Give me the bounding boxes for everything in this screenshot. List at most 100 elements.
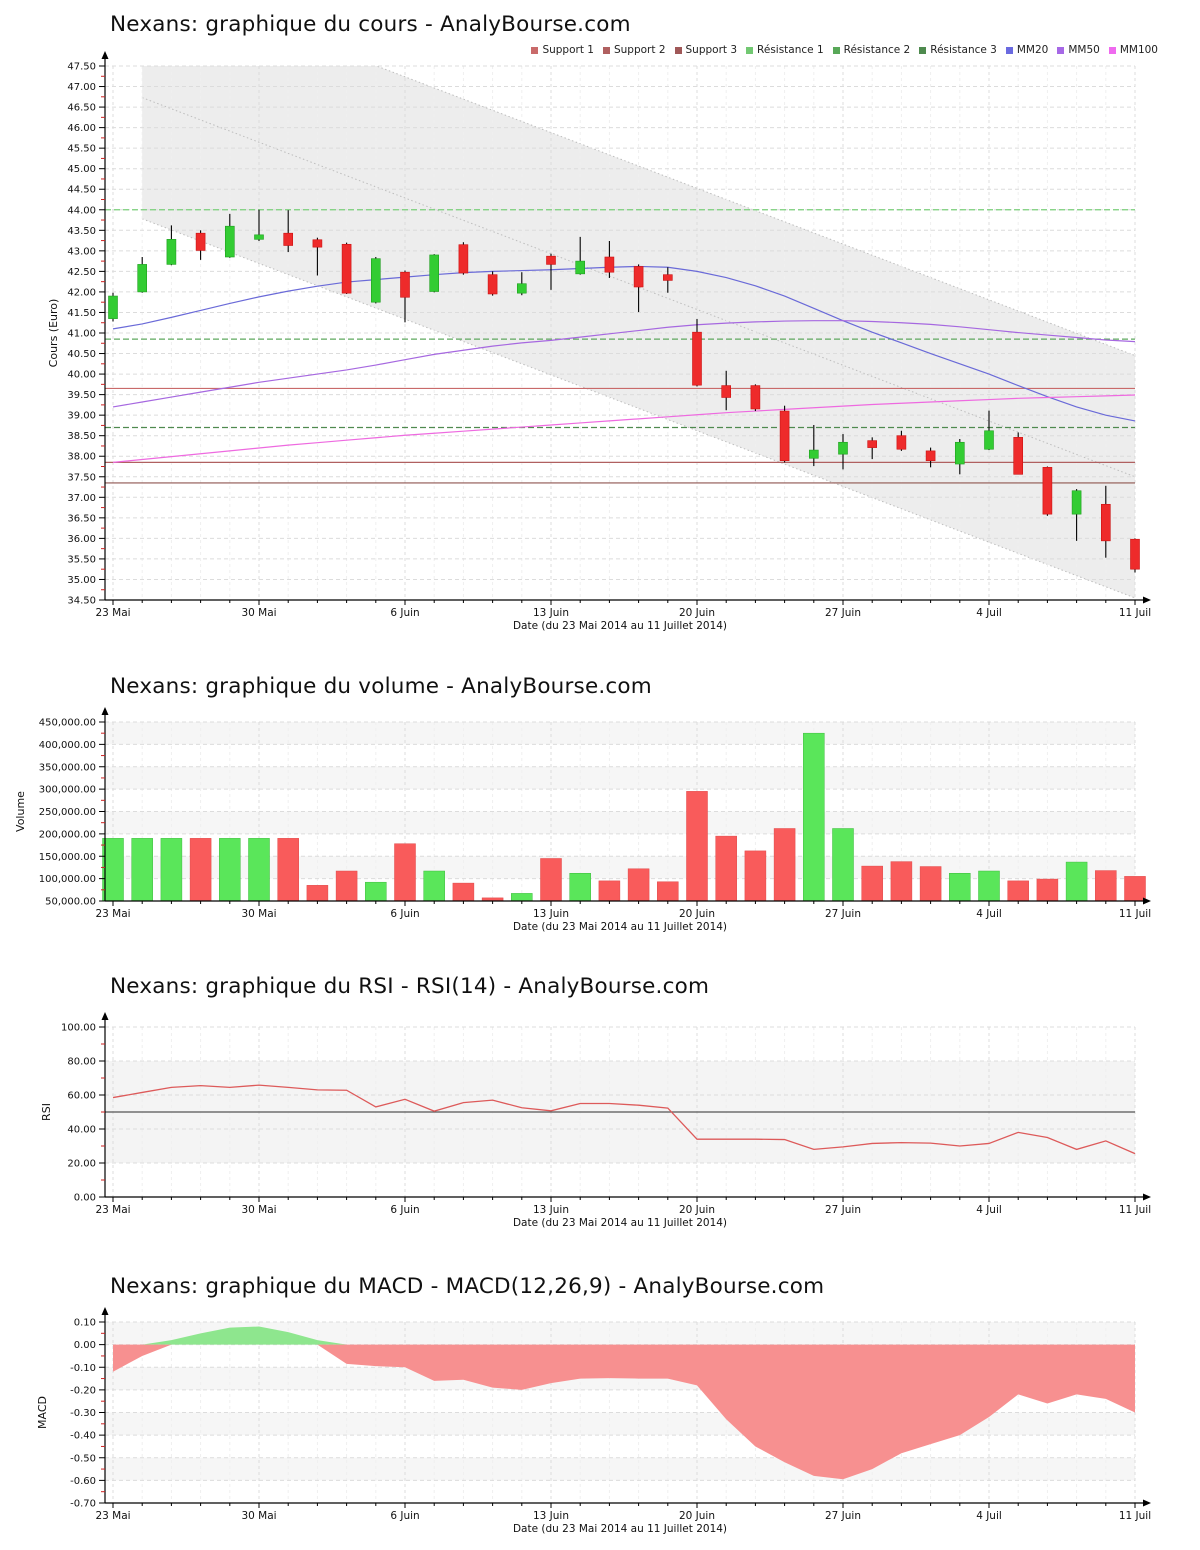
volume-bar [949, 873, 971, 902]
mm20-line [112, 265, 1136, 422]
candle-body [779, 410, 790, 462]
candle-body [750, 385, 761, 410]
macd-chart-title: Nexans: graphique du MACD - MACD(12,26,9… [110, 1274, 825, 1299]
svg-text:36.00: 36.00 [67, 534, 96, 545]
volume-bar [832, 828, 854, 902]
svg-text:4 Juil: 4 Juil [976, 1510, 1002, 1522]
svg-text:36.50: 36.50 [67, 513, 96, 524]
volume-bar [1124, 876, 1146, 902]
svg-text:23 Mai: 23 Mai [95, 607, 130, 619]
svg-text:20 Juin: 20 Juin [679, 1204, 715, 1216]
volume-bar [657, 881, 679, 902]
legend-swatch-icon [1057, 46, 1065, 54]
macd-area [113, 1326, 1135, 1480]
svg-text:6 Juin: 6 Juin [390, 1510, 419, 1522]
svg-text:200,000.00: 200,000.00 [39, 829, 96, 840]
candle-body [166, 239, 177, 265]
svg-text:60.00: 60.00 [67, 1091, 96, 1102]
svg-text:42.00: 42.00 [67, 287, 96, 298]
volume-bar [540, 858, 562, 902]
volume-bar [306, 885, 329, 902]
legend-item-mm50: MM50 [1057, 44, 1100, 56]
rsi-chart-title: Nexans: graphique du RSI - RSI(14) - Ana… [110, 974, 710, 999]
mm50-line [112, 320, 1136, 408]
svg-text:6 Juin: 6 Juin [390, 908, 419, 920]
volume-bar [773, 828, 796, 902]
volume-bar [189, 838, 212, 902]
candle-body [925, 450, 936, 462]
svg-text:100,000.00: 100,000.00 [39, 874, 96, 885]
svg-text:-0.20: -0.20 [70, 1385, 96, 1396]
svg-text:23 Mai: 23 Mai [95, 1510, 130, 1522]
resistance-lines [105, 209, 1135, 429]
svg-text:39.00: 39.00 [67, 411, 96, 422]
svg-text:250,000.00: 250,000.00 [39, 807, 96, 818]
volume-bar [744, 850, 767, 902]
svg-text:20 Juin: 20 Juin [679, 908, 715, 920]
x-axis-caption: Date (du 23 Mai 2014 au 11 Juillet 2014) [513, 1217, 727, 1229]
volume-bar [394, 843, 416, 902]
volume-bar [598, 880, 621, 902]
svg-text:11 Juil: 11 Juil [1119, 1510, 1151, 1522]
candle-body [896, 435, 907, 450]
svg-text:37.00: 37.00 [67, 493, 96, 504]
candle-body [1013, 437, 1024, 475]
candle-body [604, 256, 615, 273]
candle-body [341, 243, 352, 294]
x-axis: 23 Mai 30 Mai 6 Juin 13 Juin 20 Juin 27 Juin 4… [95, 1193, 1151, 1229]
x-axis: 23 Mai 30 Mai 6 Juin 13 Juin 20 Juin 27 Juin 4… [95, 897, 1151, 933]
candle-body [516, 283, 527, 294]
candle-body [225, 225, 235, 258]
rsi-chart: 100.00 80.00 60.00 40.00 20.00 0.00 RSI 23 Mai 3… [40, 1012, 1151, 1229]
y-axis-label: MACD [36, 1396, 49, 1429]
candle-body [1101, 503, 1111, 542]
volume-chart-title: Nexans: graphique du volume - AnalyBours… [110, 674, 652, 699]
macd-positive-area [113, 1326, 1135, 1345]
y-axis: 100.00 80.00 60.00 40.00 20.00 0.00 RSI [40, 1012, 109, 1204]
svg-text:11 Juil: 11 Juil [1119, 607, 1151, 619]
svg-text:-0.60: -0.60 [70, 1476, 96, 1487]
svg-text:43.50: 43.50 [67, 226, 96, 237]
svg-text:13 Juin: 13 Juin [533, 1510, 569, 1522]
volume-bar [1095, 870, 1117, 902]
legend-swatch-icon [674, 46, 682, 54]
x-axis-caption: Date (du 23 Mai 2014 au 11 Juillet 2014) [513, 921, 727, 933]
candle-body [721, 385, 732, 398]
volume-bar [277, 838, 299, 902]
price-chart-title: Nexans: graphique du cours - AnalyBourse… [110, 12, 631, 37]
candle-body [370, 258, 381, 303]
svg-text:41.50: 41.50 [67, 308, 96, 319]
legend-label: Support 2 [613, 44, 666, 56]
svg-text:100.00: 100.00 [61, 1023, 96, 1034]
volume-bar [978, 870, 1000, 902]
legend-label: Résistance 3 [930, 44, 997, 56]
svg-text:-0.10: -0.10 [70, 1363, 96, 1374]
candle-body [867, 440, 878, 448]
candle-body [195, 232, 206, 251]
svg-text:6 Juin: 6 Juin [390, 607, 419, 619]
svg-text:45.00: 45.00 [67, 164, 96, 175]
y-axis: 47.50 47.00 46.50 46.00 45.50 45.00 44.50 44.00… [47, 51, 109, 607]
volume-bar [569, 873, 591, 902]
svg-text:150,000.00: 150,000.00 [39, 852, 96, 863]
candle-body [1042, 467, 1053, 515]
volume-bar [452, 882, 475, 902]
svg-text:0.00: 0.00 [74, 1193, 96, 1204]
legend-item-resistance-1: Résistance 1 [746, 44, 824, 56]
volume-bar [861, 865, 883, 902]
candle-body [954, 441, 965, 465]
volume-bar [803, 732, 825, 902]
svg-text:35.50: 35.50 [67, 554, 96, 565]
volume-bar [1007, 880, 1029, 902]
svg-text:-0.40: -0.40 [70, 1431, 96, 1442]
legend-swatch-icon [832, 46, 840, 54]
svg-text:23 Mai: 23 Mai [95, 908, 130, 920]
y-axis: 450,000.00 400,000.00 350,000.00 300,000.00… [14, 707, 109, 908]
svg-text:44.00: 44.00 [67, 205, 96, 216]
volume-bars [102, 732, 1146, 902]
svg-text:0.10: 0.10 [74, 1318, 96, 1329]
legend-item-mm20: MM20 [1005, 44, 1048, 56]
candle-body [808, 449, 819, 459]
svg-text:4 Juil: 4 Juil [976, 908, 1002, 920]
y-axis-label: Volume [14, 791, 27, 832]
